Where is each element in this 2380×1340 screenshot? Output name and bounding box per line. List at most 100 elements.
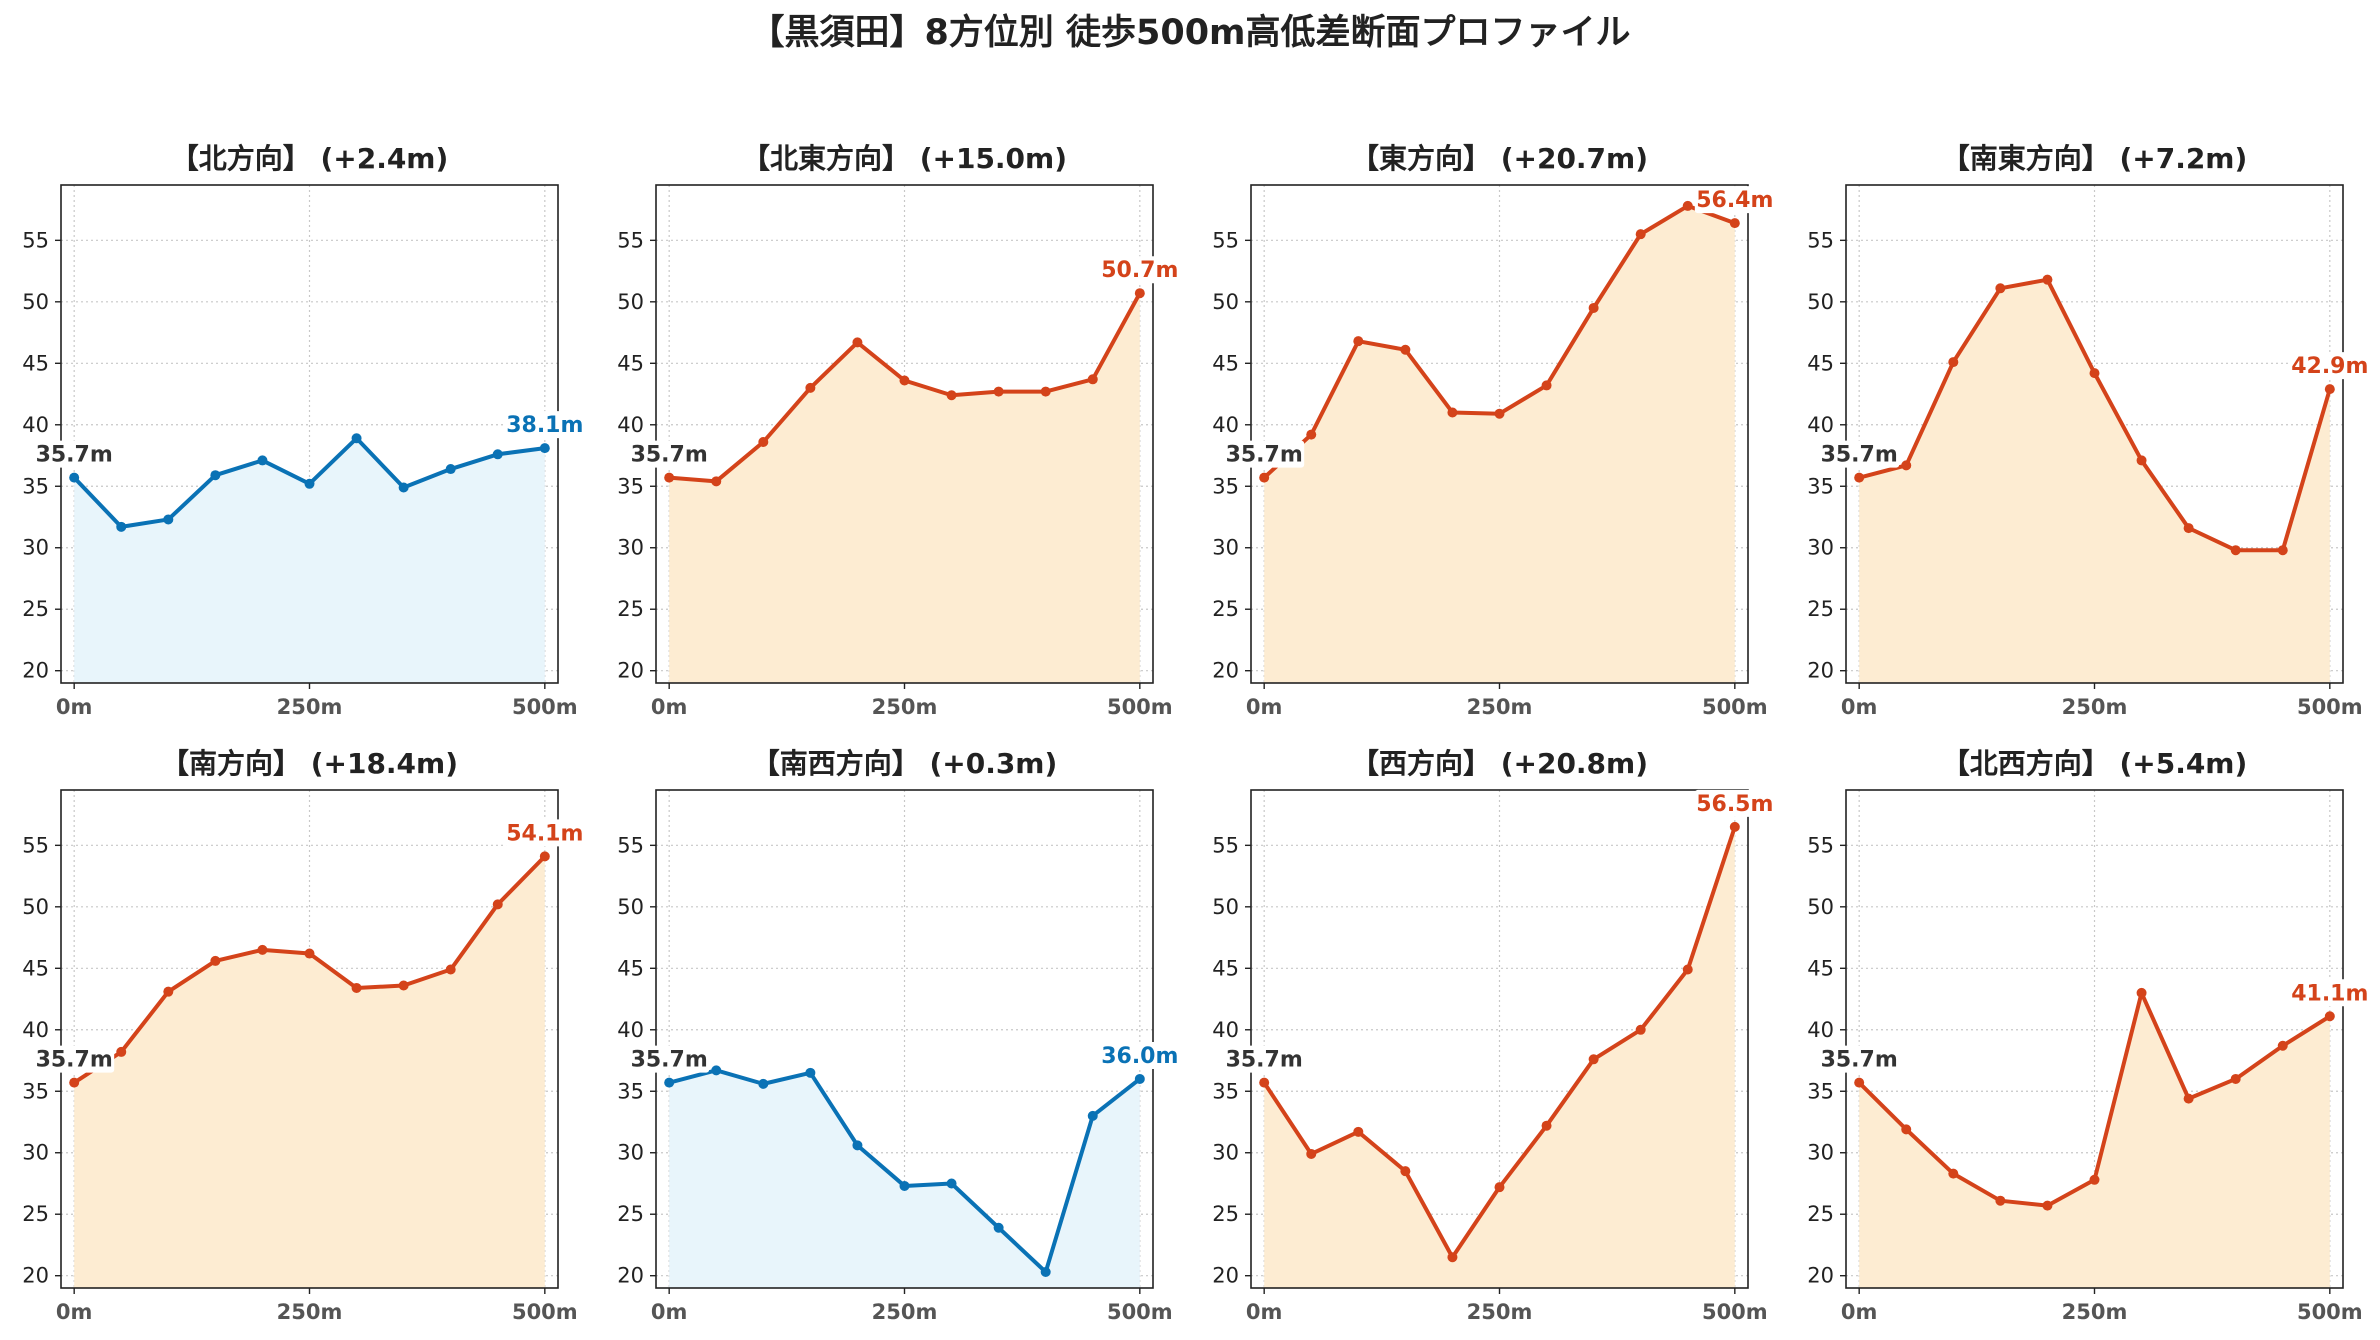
data-point [1588,1054,1599,1065]
end-value-label: 54.1m [506,821,583,846]
y-tick-label: 50 [1807,290,1834,314]
start-value-label-background [34,440,115,468]
end-value-label: 41.1m [2291,981,2368,1006]
data-point [1635,229,1646,240]
start-value-label-background [629,440,710,468]
y-tick-label: 55 [1807,228,1834,252]
data-point [2136,455,2147,466]
data-point [2136,987,2147,998]
figure-title: 【黒須田】8方位別 徒歩500m高低差断面プロファイル [749,13,1630,53]
y-tick-label: 50 [22,895,49,919]
y-tick-label: 50 [617,290,644,314]
data-point [1682,200,1693,211]
x-tick-label: 250m [277,695,343,719]
data-point [852,1140,863,1151]
data-point [993,1222,1004,1233]
data-point [492,899,503,910]
x-tick-label: 0m [1246,1300,1283,1324]
data-point [1682,964,1693,975]
data-point [1134,1073,1145,1084]
y-tick-label: 45 [1212,351,1239,375]
y-tick-label: 25 [617,597,644,621]
end-value-label-background [1099,1041,1180,1069]
y-tick-label: 25 [22,1202,49,1226]
data-point [539,443,550,454]
data-point [1306,429,1317,440]
x-tick-label: 500m [1107,1300,1173,1324]
data-point [304,948,315,959]
x-tick-label: 0m [1246,695,1283,719]
data-point [1353,336,1364,347]
y-tick-label: 30 [1807,536,1834,560]
y-tick-label: 25 [1212,597,1239,621]
area-fill [74,856,545,1288]
y-tick-label: 30 [1212,1141,1239,1165]
end-value-label-background [1099,256,1180,284]
data-point [2183,1093,2194,1104]
data-point [805,1067,816,1078]
start-value-label: 35.7m [1821,1048,1898,1073]
y-tick-label: 55 [22,833,49,857]
panel-title: 【南東方向】 (+7.2m) [1942,142,2248,175]
x-tick-label: 500m [2297,1300,2363,1324]
y-tick-label: 40 [1807,1018,1834,1042]
data-point [711,476,722,487]
panel-title: 【西方向】 (+20.8m) [1351,747,1648,780]
y-tick-label: 40 [22,1018,49,1042]
y-tick-label: 20 [22,1264,49,1288]
end-value-label: 36.0m [1101,1044,1178,1069]
data-point [163,514,174,525]
data-point [1447,407,1458,418]
y-tick-label: 40 [1807,413,1834,437]
start-value-label: 35.7m [1226,1048,1303,1073]
x-tick-label: 250m [2062,695,2128,719]
x-tick-label: 250m [1467,1300,1533,1324]
y-tick-label: 45 [1807,956,1834,980]
data-point [899,1180,910,1191]
data-point [1259,472,1270,483]
data-point [69,1077,80,1088]
area-fill [669,1070,1140,1288]
data-point [2089,368,2100,379]
data-point [1995,283,2006,294]
panel-title: 【南西方向】 (+0.3m) [752,747,1058,780]
chart-panel: 【東方向】 (+20.7m) 20 25 30 35 40 45 50 55 0m 250m 500m… [1212,142,1775,719]
x-tick-label: 0m [1841,1300,1878,1324]
data-point [2277,545,2288,556]
panel-title: 【北東方向】 (+15.0m) [742,142,1067,175]
y-tick-label: 30 [1807,1141,1834,1165]
y-tick-label: 35 [22,474,49,498]
data-point [257,944,268,955]
start-value-label: 35.7m [631,1048,708,1073]
y-tick-label: 35 [22,1079,49,1103]
area-fill [1859,992,2330,1288]
y-tick-label: 55 [22,228,49,252]
y-tick-label: 40 [1212,1018,1239,1042]
chart-panel: 【西方向】 (+20.8m) 20 25 30 35 40 45 50 55 0m 250m 500m… [1212,747,1775,1324]
start-value-label-background [1819,440,1900,468]
y-tick-label: 25 [1807,597,1834,621]
data-point [2324,384,2335,395]
y-tick-label: 20 [617,1264,644,1288]
y-tick-label: 20 [22,659,49,683]
chart-panel: 【南西方向】 (+0.3m) 20 25 30 35 40 45 50 55 0m 250m 500m… [617,747,1180,1324]
data-point [351,433,362,444]
y-tick-label: 35 [617,474,644,498]
y-tick-label: 40 [1212,413,1239,437]
y-tick-label: 25 [617,1202,644,1226]
x-tick-label: 250m [277,1300,343,1324]
y-tick-label: 25 [1212,1202,1239,1226]
data-point [304,478,315,489]
data-point [445,464,456,475]
y-tick-label: 55 [1212,833,1239,857]
start-value-label: 35.7m [631,443,708,468]
start-value-label: 35.7m [36,1048,113,1073]
data-point [758,436,769,447]
y-tick-label: 45 [1212,956,1239,980]
chart-panel: 【南方向】 (+18.4m) 20 25 30 35 40 45 50 55 0m 250m 500m… [22,747,585,1324]
data-point [1087,1110,1098,1121]
data-point [2042,1200,2053,1211]
data-point [1134,288,1145,299]
start-value-label: 35.7m [1821,443,1898,468]
data-point [1854,472,1865,483]
